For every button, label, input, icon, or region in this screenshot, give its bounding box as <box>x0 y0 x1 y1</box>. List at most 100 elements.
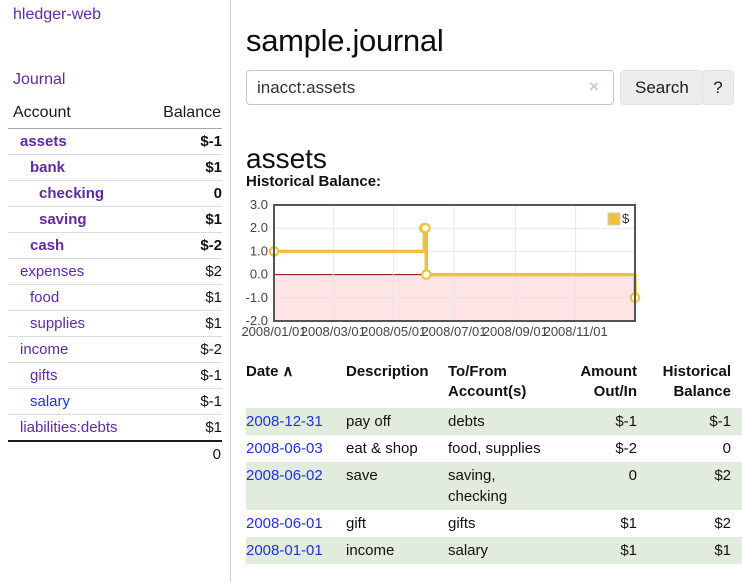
transaction-date-link[interactable]: 2008-12-31 <box>246 413 323 430</box>
x-tick-label: 2008/07/01 <box>421 324 486 339</box>
account-row: cash $-2 <box>8 232 222 259</box>
register-row: 2008-12-31 pay off debts $-1 $-1 <box>246 408 742 435</box>
account-balance: $2 <box>147 258 222 285</box>
transaction-description: eat & shop <box>346 440 418 457</box>
account-row: bank $1 <box>8 154 222 181</box>
account-balance: $-1 <box>147 362 222 389</box>
x-tick-label: 2008/05/01 <box>361 324 426 339</box>
x-tick-label: 2008/09/01 <box>483 324 548 339</box>
account-balance: $-2 <box>147 232 222 259</box>
accounts-total-value: 0 <box>147 440 222 467</box>
x-tick-label: 2008/03/01 <box>301 324 366 339</box>
transaction-description: gift <box>346 515 367 532</box>
transaction-date-cell: 2008-06-03 <box>246 435 346 462</box>
account-cell: salary <box>8 388 148 415</box>
transaction-accounts: salary <box>448 542 489 559</box>
account-cell: food <box>8 284 148 311</box>
y-tick-label: 0.0 <box>250 267 268 282</box>
transaction-description: pay off <box>346 413 391 430</box>
account-row: food $1 <box>8 284 222 311</box>
y-tick-label: -1.0 <box>246 290 268 305</box>
account-cell: saving <box>8 206 148 233</box>
transaction-date-link[interactable]: 2008-01-01 <box>246 542 323 559</box>
account-balance: $-1 <box>200 133 222 150</box>
transaction-date-link[interactable]: 2008-06-01 <box>246 515 323 532</box>
legend-swatch <box>607 212 621 226</box>
register-column-description: Description <box>346 363 429 380</box>
sidebar-item-journal[interactable]: Journal <box>13 71 66 88</box>
y-tick-label: 2.0 <box>250 220 268 235</box>
historical-balance-chart: $3.0 2.0 1.0 0.0 -1.0 -2.0 2008/01/01 2008/03/0… <box>240 197 742 348</box>
y-tick-label: 1.0 <box>250 243 268 258</box>
account-cell: bank <box>8 154 148 181</box>
account-cell: checking <box>8 180 148 207</box>
account-row: salary $-1 <box>8 388 222 415</box>
transaction-balance: $1 <box>714 542 731 559</box>
sidebar-account-link[interactable]: cash <box>30 237 65 254</box>
accounts-total-row: 0 <box>8 440 222 467</box>
account-balance: $1 <box>147 206 222 233</box>
transaction-accounts: gifts <box>448 515 476 532</box>
transaction-date-cell: 2008-06-02 <box>246 462 346 510</box>
accounts-table: Account Balance assets $-1 bank $1 checking 0… <box>8 100 222 467</box>
transaction-balance: $2 <box>714 467 731 484</box>
transaction-amount: $-1 <box>615 413 637 430</box>
clear-search-icon[interactable]: × <box>589 77 599 96</box>
account-balance: $-2 <box>147 336 222 363</box>
account-cell: supplies <box>8 310 148 337</box>
transaction-balance: 0 <box>722 440 731 457</box>
x-tick-label: 2008/11/01 <box>544 324 608 339</box>
transaction-accounts: debts <box>448 413 485 430</box>
sidebar-account-link[interactable]: assets <box>20 133 67 150</box>
sidebar-account-link[interactable]: gifts <box>30 367 58 384</box>
account-row: checking 0 <box>8 180 222 207</box>
account-balance: 0 <box>147 180 222 207</box>
account-cell: gifts <box>8 362 148 389</box>
sidebar-account-link[interactable]: food <box>30 289 60 306</box>
transaction-date-link[interactable]: 2008-06-02 <box>246 467 323 484</box>
account-row: income $-2 <box>8 336 222 363</box>
register-column-amount: Amount Out/In <box>580 363 637 400</box>
register-column-date-label: Date <box>246 363 279 380</box>
account-row: liabilities:debts $1 <box>8 414 222 441</box>
transaction-accounts: saving, checking <box>448 467 508 505</box>
transaction-description: save <box>346 467 378 484</box>
transaction-amount: $1 <box>620 542 637 559</box>
help-button[interactable]: ? <box>702 70 734 105</box>
transaction-amount: 0 <box>628 467 637 484</box>
chart-section-label: Historical Balance: <box>246 173 382 190</box>
account-row: gifts $-1 <box>8 362 222 389</box>
sidebar-account-link[interactable]: income <box>20 341 69 358</box>
sidebar-account-link[interactable]: checking <box>39 185 105 202</box>
sidebar-account-link[interactable]: expenses <box>20 263 85 280</box>
account-cell: assets <box>8 129 147 155</box>
register-row: 2008-01-01 income salary $1 $1 <box>246 537 742 564</box>
legend-label: $ <box>622 211 630 226</box>
app-brand-link[interactable]: hledger-web <box>13 6 102 23</box>
sort-ascending-icon: ∧ <box>282 363 294 380</box>
transaction-description: income <box>346 542 395 559</box>
sidebar-account-link[interactable]: bank <box>30 159 66 176</box>
sidebar: hledger-web Journal Account Balance asse… <box>0 0 231 582</box>
register-table: Date ∧ Description To/From Account(s) Amo… <box>246 360 742 564</box>
account-cell: expenses <box>8 258 148 285</box>
account-balance: $1 <box>147 154 222 181</box>
register-column-accounts: To/From Account(s) <box>448 363 527 400</box>
search-button[interactable]: Search <box>620 70 704 105</box>
sidebar-account-link[interactable]: saving <box>39 211 87 228</box>
account-cell: cash <box>8 232 148 259</box>
register-column-date[interactable]: Date ∧ <box>246 360 346 408</box>
sidebar-account-link[interactable]: liabilities:debts <box>20 419 118 436</box>
search-input[interactable] <box>246 70 614 105</box>
accounts-column-balance: Balance <box>147 100 222 129</box>
data-point-marker <box>421 269 432 280</box>
account-cell: liabilities:debts <box>8 414 148 441</box>
sidebar-account-link[interactable]: supplies <box>30 315 86 332</box>
transaction-date-link[interactable]: 2008-06-03 <box>246 440 323 457</box>
chart-svg: $3.0 2.0 1.0 0.0 -1.0 -2.02008/01/012008/03/0… <box>241 197 641 339</box>
sidebar-account-link[interactable]: salary <box>30 393 71 410</box>
account-cell: income <box>8 336 148 363</box>
transaction-balance: $-1 <box>709 413 731 430</box>
register-column-balance: Historical Balance <box>662 363 731 400</box>
transaction-amount: $1 <box>620 515 637 532</box>
